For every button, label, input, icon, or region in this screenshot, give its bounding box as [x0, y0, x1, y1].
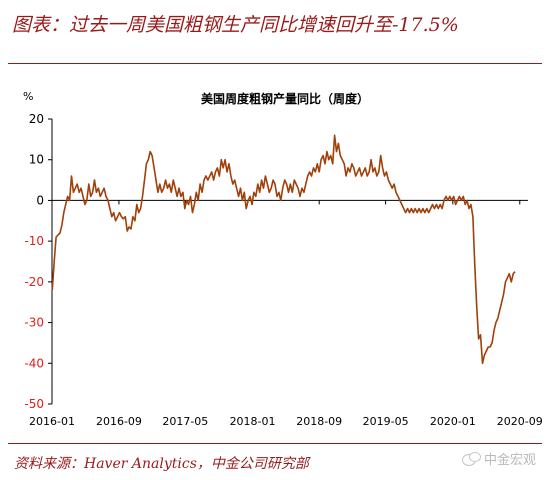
x-tick-label: 2016-01	[29, 415, 75, 428]
y-tick-label: -50	[24, 397, 44, 411]
y-tick-label: 20	[29, 112, 44, 126]
y-axis-unit: %	[23, 90, 33, 103]
series-line	[51, 134, 516, 365]
header-divider	[8, 63, 542, 64]
x-tick-label: 2018-01	[230, 415, 276, 428]
y-tick-label: -10	[24, 234, 44, 248]
figure-title: 图表：过去一周美国粗钢生产同比增速回升至-17.5%	[12, 14, 459, 36]
y-tick-label: 0	[36, 193, 44, 207]
y-tick-label: 10	[29, 153, 44, 167]
y-tick-label: -20	[24, 275, 44, 289]
x-axis: 2016-01 2016-09 2017-05 2018-01 2018-09 2019-…	[29, 199, 543, 428]
chart-title: 美国周度粗钢产量同比（周度）	[201, 91, 369, 106]
watermark: 中金宏观	[461, 449, 536, 468]
y-tick-label: -30	[24, 316, 44, 330]
footer-divider	[8, 443, 542, 444]
x-tick-label: 2018-09	[296, 415, 342, 428]
wechat-icon	[461, 451, 481, 466]
x-tick-label: 2019-05	[363, 415, 409, 428]
x-tick-label: 2020-01	[430, 415, 476, 428]
source-note: 资料来源：Haver Analytics，中金公司研究部	[14, 456, 309, 472]
y-axis: 20 10 0 -10 -20 -30 -40 -50	[24, 112, 53, 411]
x-tick-label: 2016-09	[96, 415, 142, 428]
y-tick-label: -40	[24, 356, 44, 370]
x-tick-label: 2017-05	[162, 415, 208, 428]
watermark-text: 中金宏观	[483, 453, 536, 468]
x-tick-label: 2020-09	[497, 415, 543, 428]
line-chart: 美国周度粗钢产量同比（周度） % 20 10 0 -10 -20 -30 -40 -50 20…	[23, 90, 543, 428]
